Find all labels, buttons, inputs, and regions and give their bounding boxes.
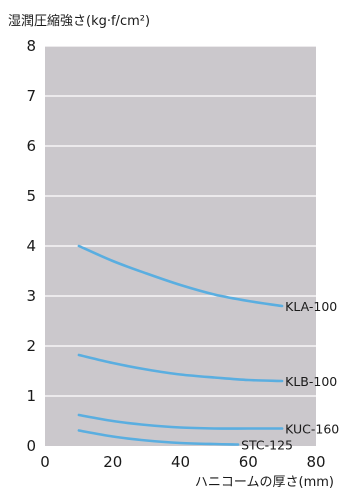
x-axis-label: ハニコームの厚さ(mm) — [195, 475, 334, 490]
y-tick-label-1: 1 — [26, 387, 36, 405]
y-axis-label: 湿潤圧縮強さ(kg·f/cm²) — [8, 13, 150, 29]
x-tick-label-80: 80 — [306, 453, 325, 471]
series-line-stc-125 — [77, 429, 240, 446]
series-lines — [77, 244, 284, 446]
series-label-stc-125: STC-125 — [241, 438, 293, 453]
y-tick-label-2: 2 — [26, 337, 36, 355]
series-line-klb-100 — [77, 353, 284, 383]
grid-lines — [45, 45, 316, 397]
x-tick-label-40: 40 — [171, 453, 190, 471]
y-tick-label-3: 3 — [26, 287, 36, 305]
series-label-kla-100: KLA-100 — [285, 299, 337, 314]
series-label-kuc-160: KUC-160 — [285, 422, 339, 437]
x-tick-label-0: 0 — [40, 453, 50, 471]
series-label-klb-100: KLB-100 — [285, 374, 337, 389]
series-line-kuc-160 — [77, 413, 284, 430]
y-tick-label-0: 0 — [26, 437, 36, 455]
x-tick-label-20: 20 — [103, 453, 122, 471]
y-tick-label-5: 5 — [26, 187, 36, 205]
x-tick-label-60: 60 — [239, 453, 258, 471]
y-tick-label-8: 8 — [26, 37, 36, 55]
y-tick-label-4: 4 — [26, 237, 36, 255]
y-tick-label-7: 7 — [26, 87, 36, 105]
y-tick-label-6: 6 — [26, 137, 36, 155]
series-line-kla-100 — [77, 244, 284, 308]
